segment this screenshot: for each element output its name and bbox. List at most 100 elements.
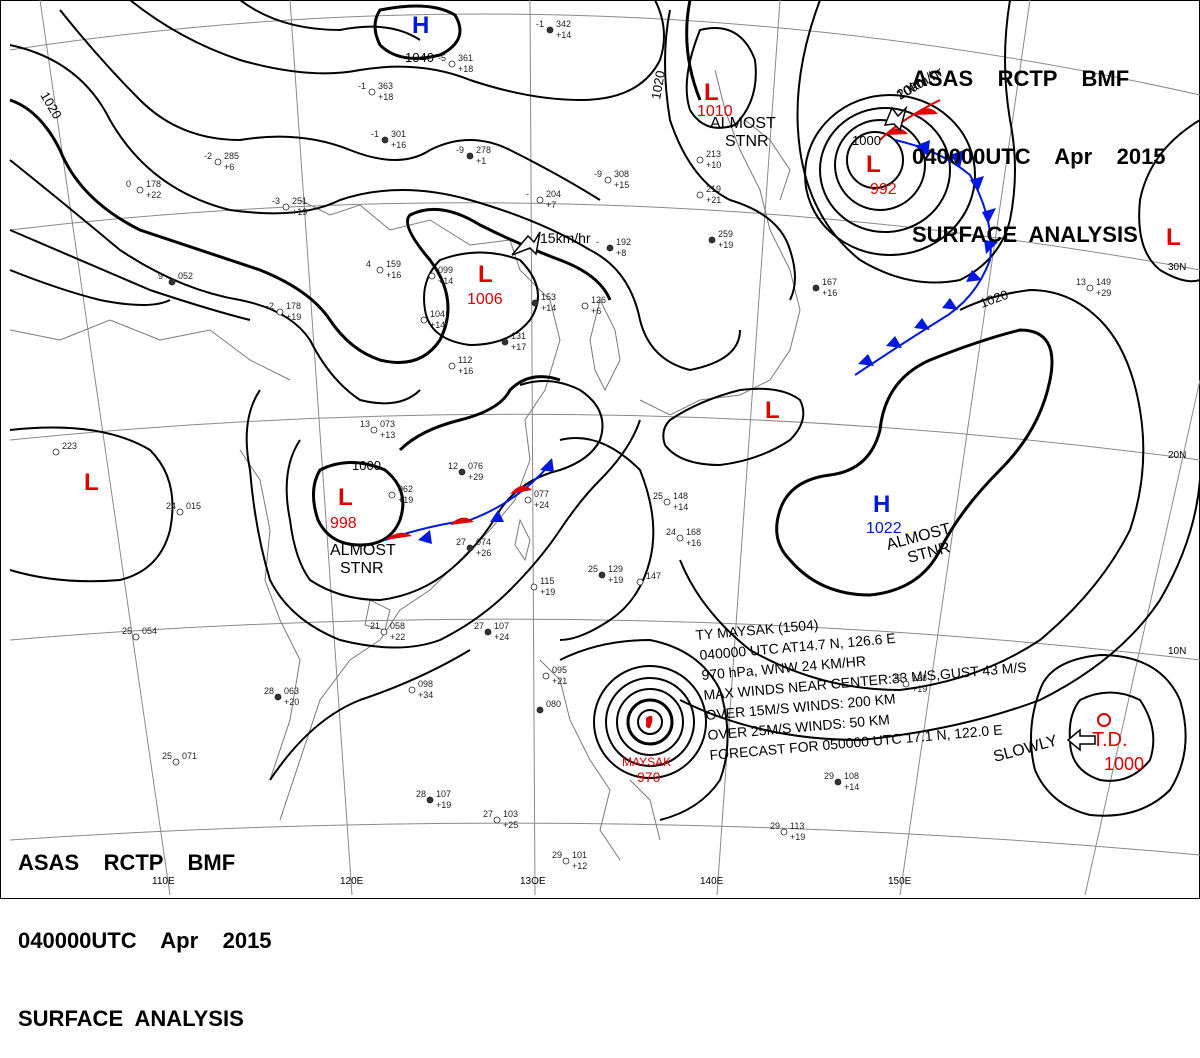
station-circle [274, 693, 282, 701]
station-circle [696, 156, 704, 164]
cold-front [854, 139, 998, 376]
station-circle [172, 758, 180, 766]
station-temp: 28 [264, 686, 274, 696]
longitude-label: 110E [152, 876, 175, 887]
station-circle [1086, 284, 1094, 292]
latitude-label: 30N [1168, 262, 1186, 273]
station-plots: 342-1+14361-5+18363-1+18301-1+16285-2+62… [52, 19, 1111, 871]
station-tendency: +19 [790, 832, 805, 842]
td-marker: T.D. 1000 [1092, 713, 1144, 774]
longitude-label: 120E [340, 876, 364, 887]
station-circle [812, 284, 820, 292]
station-pressure: 076 [468, 461, 483, 471]
station-plot: 108 29 +14 [824, 771, 859, 792]
station-tendency: +21 [706, 195, 721, 205]
station-pressure: 259 [718, 229, 733, 239]
station-plot: 167+16 [812, 277, 837, 298]
station-pressure: 204 [546, 189, 561, 199]
station-tendency: +16 [822, 288, 837, 298]
station-plot: 159 4 +16 [366, 259, 401, 280]
station-tendency: +26 [476, 548, 491, 558]
station-temp: 12 [448, 461, 458, 471]
station-pressure: 058 [390, 621, 405, 631]
station-tendency: +13 [380, 430, 395, 440]
station-tendency: +6 [224, 162, 234, 172]
station-pressure: 148 [673, 491, 688, 501]
low-letter: L [478, 261, 493, 288]
longitude-label: 140E [700, 876, 724, 887]
station-plot: 285 -2 +6 [204, 151, 239, 172]
station-tendency: +14 [430, 320, 445, 330]
station-plot: 204 - +7 [526, 189, 561, 210]
station-plot: 077+24 [524, 489, 549, 510]
station-pressure: 074 [476, 537, 491, 547]
station-tendency: +22 [146, 190, 161, 200]
station-circle [420, 316, 428, 324]
station-pressure: 113 [790, 821, 804, 831]
station-circle [214, 158, 222, 166]
low-value: 992 [870, 181, 897, 198]
station-circle [176, 508, 184, 516]
station-tendency: +20 [284, 697, 299, 707]
station-circle [448, 362, 456, 370]
station-temp: -2 [266, 301, 274, 311]
station-circle [282, 203, 290, 211]
station-plot: 080 [536, 699, 561, 714]
station-circle [536, 196, 544, 204]
station-plot: 076 12 +29 [448, 461, 483, 482]
station-plot: 148 25 +14 [653, 491, 688, 512]
station-tendency: +34 [418, 690, 433, 700]
station-temp: 29 [770, 821, 780, 831]
station-temp: 27 [483, 809, 493, 819]
station-temp: 0 [126, 179, 131, 189]
station-circle [606, 244, 614, 252]
station-pressure: 251 [292, 196, 307, 206]
station-temp: 25 [653, 491, 663, 501]
station-tendency: +19 [292, 207, 307, 217]
station-pressure: 153 [541, 292, 556, 302]
station-plot: 062+19 [388, 484, 413, 505]
high-letter: H [873, 491, 890, 518]
station-pressure: 131 [511, 331, 526, 341]
station-circle [581, 302, 589, 310]
station-temp: -2 [204, 151, 212, 161]
station-circle [136, 186, 144, 194]
station-pressure: 054 [142, 626, 157, 636]
station-temp: 27 [456, 537, 466, 547]
station-circle [902, 680, 910, 688]
station-tendency: +1 [476, 156, 486, 166]
isobar-label: 1000 [352, 458, 381, 473]
station-plot: 095+21 [542, 665, 567, 686]
station-temp: 21 [370, 621, 380, 631]
station-plot: 361 -5 +18 [438, 53, 473, 74]
station-plot: 128 29 +19 [892, 673, 927, 694]
station-pressure: 342 [556, 19, 571, 29]
station-tendency: +19 [540, 587, 555, 597]
station-plot: 107 28 +19 [416, 789, 451, 810]
low-letter: L [84, 469, 99, 496]
station-tendency: +18 [458, 64, 473, 74]
station-temp: 29 [552, 850, 562, 860]
station-circle [676, 534, 684, 542]
isobar-label: 1020 [648, 69, 668, 100]
low-value: 998 [330, 515, 357, 532]
station-circle [663, 498, 671, 506]
station-pressure: 103 [503, 809, 518, 819]
station-tendency: +14 [673, 502, 688, 512]
station-temp: -9 [594, 169, 602, 179]
station-temp: 29 [892, 673, 902, 683]
station-tendency: +12 [572, 861, 587, 871]
station-plot: 147 [636, 571, 661, 586]
latitude-label: 20N [1168, 450, 1186, 461]
station-plot: 129 25 +19 [588, 564, 623, 585]
station-pressure: 301 [391, 129, 406, 139]
station-plot: 168 24 +16 [666, 527, 701, 548]
station-tendency: +18 [378, 92, 393, 102]
station-circle [368, 88, 376, 96]
station-circle [604, 176, 612, 184]
station-temp: -1 [536, 19, 544, 29]
station-circle [466, 544, 474, 552]
station-tendency: +6 [591, 306, 601, 316]
